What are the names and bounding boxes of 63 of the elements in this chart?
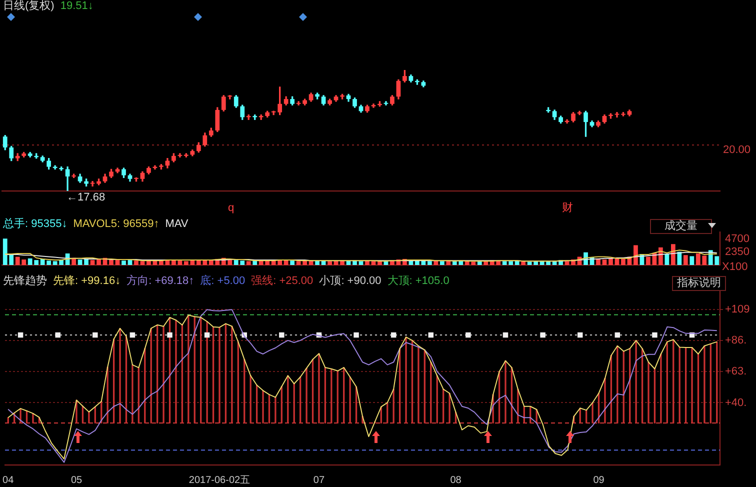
bar (664, 254, 670, 265)
x-tick-label: 09 (593, 474, 605, 486)
text: 财 (562, 202, 573, 215)
bar (358, 261, 364, 265)
bar (115, 260, 120, 265)
bar (427, 261, 432, 265)
text: 指标说明 (672, 276, 726, 291)
bar (683, 255, 688, 265)
ref-line-label: 强线: +25.00 (251, 275, 314, 287)
bar (84, 258, 88, 265)
y-tick-label: 4700 (725, 233, 750, 246)
bar (78, 260, 82, 265)
candlestick (178, 153, 182, 158)
annotation: 成交量 (650, 219, 712, 234)
bar (140, 261, 145, 265)
bar (677, 252, 682, 265)
text: MAVOL5: 96559↑ (73, 218, 160, 230)
bar (122, 260, 126, 265)
y-tick-label: +109 (725, 303, 750, 316)
bar (440, 261, 444, 265)
text: X100 (722, 261, 748, 274)
y-tick-label: +40. (725, 396, 747, 409)
bar (690, 256, 694, 265)
ref-line-label: 小顶: +90.00 (319, 275, 382, 287)
bar (246, 261, 251, 265)
ref-line-label: 大顶: +105.0 (387, 275, 450, 287)
bar (371, 261, 376, 265)
series-label: 总手: 95355↓ (3, 218, 68, 230)
bar (178, 260, 182, 265)
annotation: ←17.68 (66, 192, 106, 204)
bar (134, 260, 138, 265)
bar (621, 258, 626, 265)
candlestick (614, 112, 620, 118)
chart-title: 日线(复权) (3, 0, 54, 12)
bar (634, 245, 638, 265)
x-tick-label: 04 (2, 474, 14, 486)
x-tick-label: 2017-06-02五 (188, 474, 250, 486)
chart-title: 先锋趋势 (3, 275, 47, 287)
bar (128, 260, 132, 265)
candlestick (90, 180, 95, 186)
text: q (228, 202, 234, 215)
candlestick (384, 101, 388, 106)
text: 19.51↓ (60, 0, 94, 12)
x-tick-label: 08 (450, 474, 462, 486)
y-tick-label: +63. (725, 366, 747, 378)
y-tick-label: 2350 (725, 246, 750, 258)
bar (96, 260, 101, 265)
bar (284, 260, 288, 265)
bar (290, 260, 295, 265)
bar (602, 260, 607, 265)
ref-line-label: 底: +5.00 (200, 275, 246, 287)
text: 先锋: +99.16↓ (53, 275, 121, 287)
y-tick-label: +86. (725, 334, 747, 346)
bar (328, 261, 332, 265)
x-tick-label: 05 (70, 474, 82, 486)
text: MAV (165, 218, 188, 230)
text: 方向: +69.18↑ (126, 275, 194, 287)
x-tick-label: 07 (313, 474, 325, 486)
bar (90, 260, 95, 265)
bar (564, 261, 570, 265)
bar (608, 258, 613, 265)
text: 20.00 (723, 144, 751, 157)
bar (646, 256, 650, 265)
